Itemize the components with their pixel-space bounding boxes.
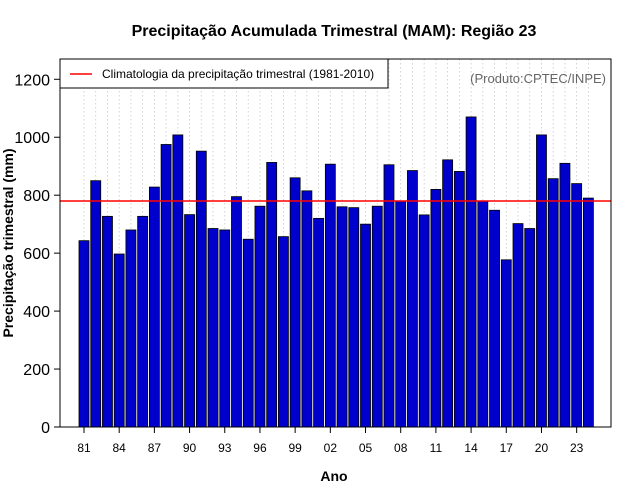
- legend-box: [59, 58, 389, 89]
- y-tick-label: 400: [23, 304, 50, 321]
- source-note: (Produto:CPTEC/INPE): [470, 71, 606, 86]
- bar-2015: [477, 200, 489, 428]
- bar-2010: [418, 214, 430, 428]
- bar-2013: [453, 171, 465, 428]
- bar-1993: [219, 229, 231, 428]
- bar-2006: [371, 205, 383, 428]
- x-tick-label: 20: [535, 441, 549, 455]
- bar-1988: [160, 144, 172, 428]
- y-tick-label: 1000: [14, 130, 50, 147]
- x-tick-label: 08: [394, 441, 408, 455]
- chart-title: Precipitação Acumulada Trimestral (MAM):…: [132, 23, 537, 40]
- bar-1986: [137, 215, 149, 428]
- bar-1982: [90, 180, 102, 428]
- bar-1987: [148, 186, 160, 428]
- bar-2011: [430, 188, 442, 428]
- bar-1992: [207, 228, 219, 428]
- bars-layer: [78, 116, 594, 428]
- x-axis-title: Ano: [320, 468, 347, 484]
- bar-2003: [336, 206, 348, 428]
- x-tick-label: 96: [253, 441, 267, 455]
- x-tick-label: 11: [430, 441, 443, 455]
- x-tick-label: 93: [218, 441, 232, 455]
- x-tick-label: 02: [324, 441, 338, 455]
- bar-2000: [301, 190, 313, 428]
- bar-2001: [313, 217, 325, 428]
- x-tick-label: 23: [570, 441, 584, 455]
- bar-1994: [231, 196, 242, 428]
- bar-1989: [172, 134, 184, 428]
- x-tick-label: 99: [288, 441, 302, 455]
- bar-2023: [571, 183, 583, 428]
- bar-2019: [524, 228, 536, 428]
- bar-1990: [184, 214, 195, 428]
- bar-1984: [113, 253, 125, 428]
- bar-2018: [512, 223, 524, 428]
- bar-2008: [395, 200, 407, 428]
- bar-1985: [125, 229, 137, 428]
- bar-2007: [383, 164, 395, 428]
- bar-2024: [582, 197, 594, 428]
- bar-1999: [289, 177, 301, 428]
- y-tick-label: 200: [23, 362, 50, 379]
- y-axis-title: Precipitação trimestral (mm): [0, 148, 16, 337]
- bar-2021: [547, 178, 559, 428]
- bar-1996: [254, 205, 266, 428]
- bar-2005: [360, 223, 371, 428]
- bar-2009: [407, 170, 418, 428]
- bar-2002: [324, 163, 336, 428]
- y-tick-label: 0: [41, 420, 50, 437]
- y-tick-label: 600: [23, 246, 50, 263]
- bar-1997: [266, 162, 278, 428]
- bar-1981: [78, 240, 90, 428]
- x-tick-label: 84: [113, 441, 127, 455]
- bar-1991: [195, 150, 207, 428]
- x-tick-label: 05: [359, 441, 373, 455]
- y-tick-label: 800: [23, 188, 50, 205]
- bar-2004: [348, 207, 360, 428]
- x-tick-label: 90: [183, 441, 197, 455]
- legend: Climatologia da precipitação trimestral …: [59, 58, 389, 89]
- bar-2012: [442, 159, 454, 428]
- bar-2020: [536, 134, 547, 428]
- legend-label: Climatologia da precipitação trimestral …: [102, 67, 374, 81]
- bar-1983: [102, 215, 113, 428]
- x-tick-label: 17: [500, 441, 514, 455]
- x-tick-label: 14: [464, 441, 478, 455]
- bar-2014: [465, 116, 477, 428]
- bar-2022: [559, 162, 571, 428]
- x-axis: 81 84 87 90 93 96 99 02 05 08 11 14 17 20 23: [77, 427, 584, 455]
- bar-1998: [278, 236, 289, 428]
- y-axis: 0 200 400 600 800 1000 1200: [14, 72, 60, 437]
- x-tick-label: 87: [148, 441, 162, 455]
- bar-1995: [242, 238, 254, 428]
- y-tick-label: 1200: [14, 72, 50, 89]
- bar-2016: [489, 209, 500, 428]
- x-tick-label: 81: [77, 441, 91, 455]
- bar-2017: [500, 259, 512, 428]
